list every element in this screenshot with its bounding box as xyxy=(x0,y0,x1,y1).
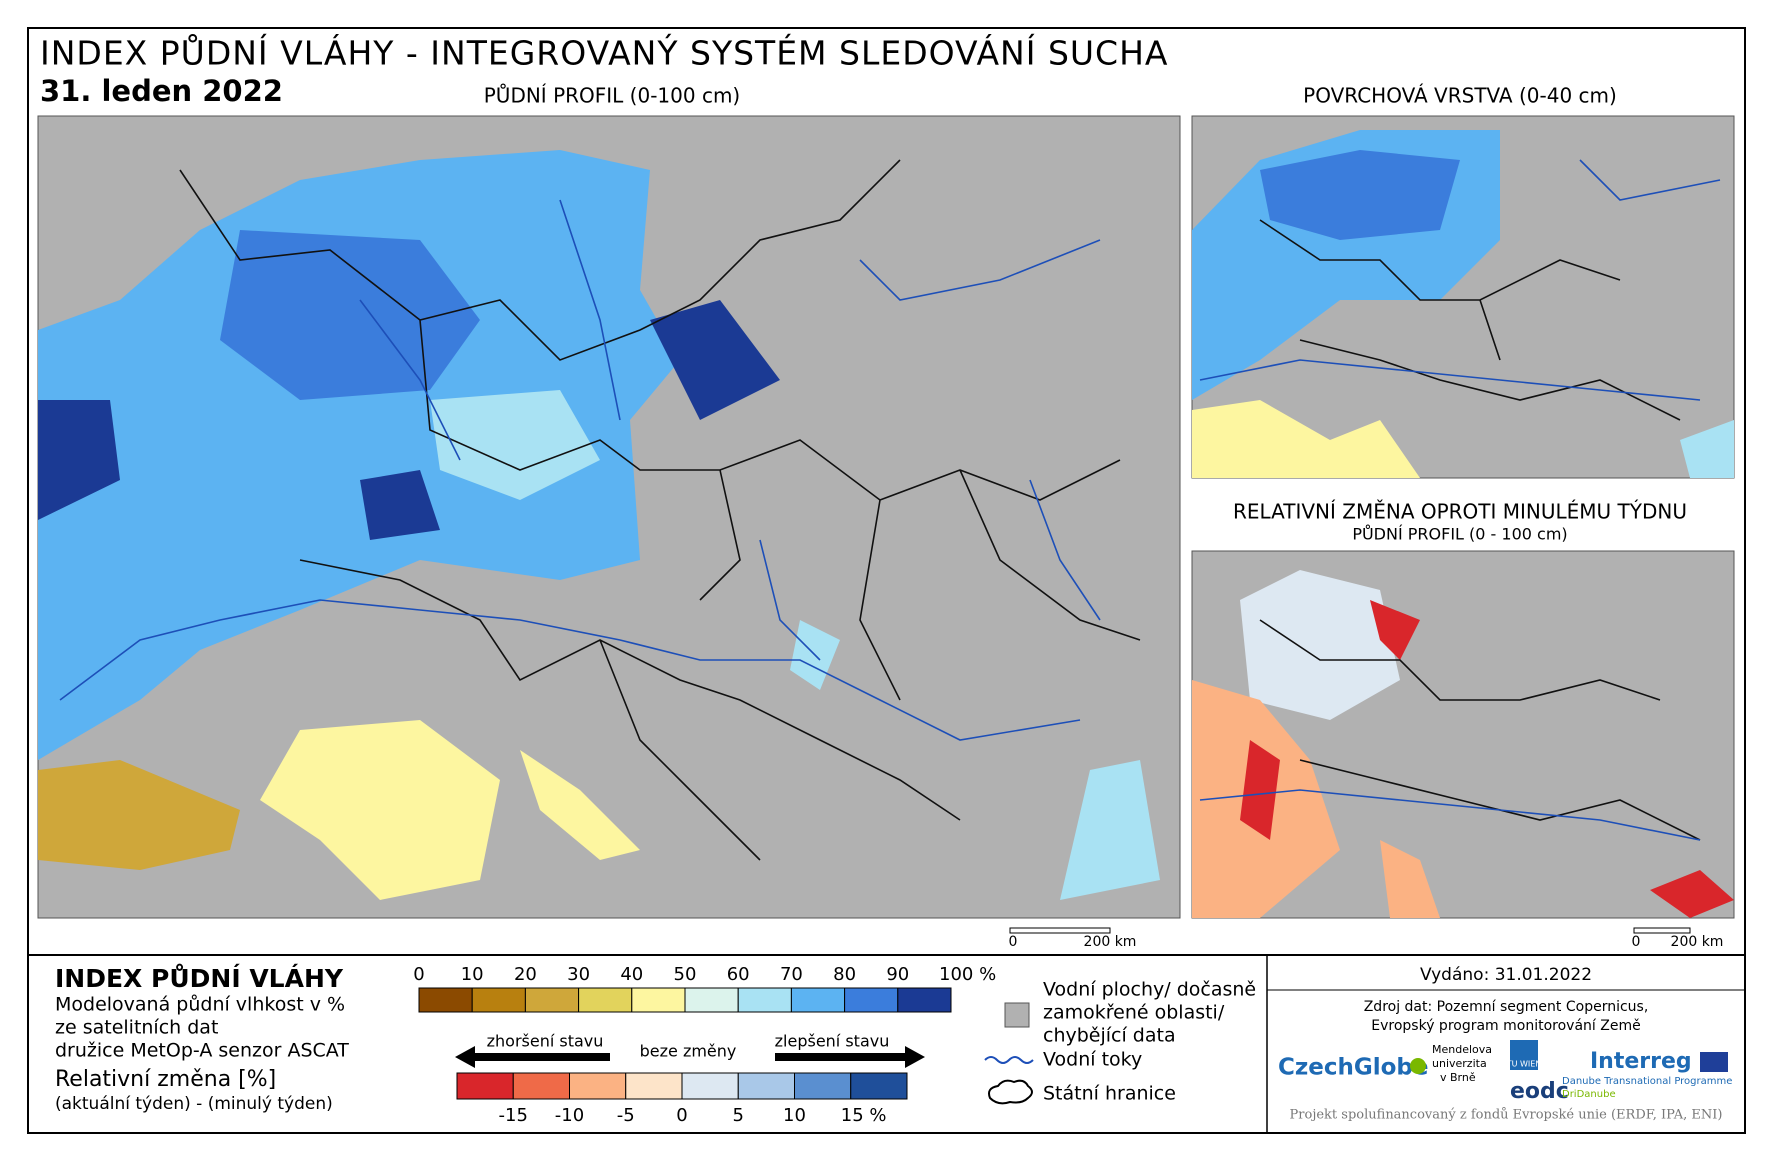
funding: Projekt spolufinancovaný z fondů Evropsk… xyxy=(1290,1107,1723,1123)
colorbar-label: -10 xyxy=(555,1105,584,1126)
colorbar-label: 70 xyxy=(780,964,803,985)
scale-label: 200 km xyxy=(1671,934,1724,950)
colorbar-label: 20 xyxy=(514,964,537,985)
colorbar-label: 40 xyxy=(620,964,643,985)
logo: Danube Transnational Programme xyxy=(1562,1076,1732,1087)
color-box xyxy=(844,987,899,1013)
legend-swatch xyxy=(1004,1002,1030,1028)
scale-label: 0 xyxy=(1632,934,1641,950)
colorbar-label: 100 % xyxy=(939,964,996,985)
color-box xyxy=(684,987,739,1013)
map-subtitle: PŮDNÍ PROFIL (0 - 100 cm) xyxy=(1352,525,1567,544)
color-box xyxy=(456,1072,514,1100)
map-title: RELATIVNÍ ZMĚNA OPROTI MINULÉMU TÝDNU xyxy=(1233,500,1687,524)
river-symbol xyxy=(984,1056,1034,1064)
legend-text: Vodní toky xyxy=(1043,1049,1142,1071)
date: 31. leden 2022 xyxy=(40,74,283,108)
colorbar-label: 10 xyxy=(783,1105,806,1126)
logo: Mendelova xyxy=(1432,1043,1492,1056)
legend-text: Vodní plochy/ dočasně xyxy=(1043,979,1256,1001)
color-box xyxy=(897,987,952,1013)
colorbar-label: 5 xyxy=(733,1105,744,1126)
color-box xyxy=(418,987,473,1013)
logo-box xyxy=(1510,1040,1538,1070)
legend-text: chybějící data xyxy=(1043,1025,1176,1047)
color-box xyxy=(790,987,846,1013)
logo-dot xyxy=(1410,1058,1426,1074)
legend-title: INDEX PŮDNÍ VLÁHY xyxy=(55,963,344,993)
colorbar-label: 60 xyxy=(727,964,750,985)
legend-text: Státní hranice xyxy=(1043,1083,1176,1105)
color-box xyxy=(631,987,686,1013)
colorbar-label: -5 xyxy=(617,1105,635,1126)
colorbar-label: 30 xyxy=(567,964,590,985)
surface-map xyxy=(1191,115,1735,479)
map-title: PŮDNÍ PROFIL (0-100 cm) xyxy=(484,84,740,108)
legend-text: zamokřené oblasti/ xyxy=(1043,1002,1225,1024)
color-box xyxy=(681,1072,739,1100)
legend-text: Relativní změna [%] xyxy=(55,1067,276,1092)
color-box xyxy=(524,987,580,1013)
colorbar-label: 0 xyxy=(413,964,424,985)
main-map xyxy=(37,115,1181,934)
issued: Vydáno: 31.01.2022 xyxy=(1420,965,1592,985)
title: INDEX PŮDNÍ VLÁHY - INTEGROVANÝ SYSTÉM S… xyxy=(40,33,1168,73)
logo: univerzita xyxy=(1432,1057,1487,1070)
color-box xyxy=(625,1072,683,1100)
change-map xyxy=(1191,550,1735,934)
legend-text: (aktuální týden) - (minulý týden) xyxy=(55,1094,333,1114)
color-box xyxy=(471,987,526,1013)
legend-text: zhoršení stavu xyxy=(487,1032,604,1051)
color-box xyxy=(794,1072,852,1100)
colorbar-label: 15 % xyxy=(841,1105,887,1126)
colorbar-label: 10 xyxy=(461,964,484,985)
legend-text: beze změny xyxy=(640,1042,737,1061)
logo: v Brně xyxy=(1440,1071,1476,1084)
logo: DriDanube xyxy=(1562,1089,1616,1100)
color-box xyxy=(737,987,792,1013)
color-box xyxy=(512,1072,570,1100)
color-box xyxy=(578,987,633,1013)
scale-label: 0 xyxy=(1009,934,1018,950)
colorbar-label: 80 xyxy=(833,964,856,985)
border-symbol xyxy=(988,1079,1033,1105)
logo: eodc xyxy=(1510,1079,1569,1104)
arrow-right xyxy=(775,1046,925,1068)
colorbar-label: -15 xyxy=(499,1105,528,1126)
colorbar-label: 90 xyxy=(886,964,909,985)
colorbar-label: 50 xyxy=(674,964,697,985)
colorbar-label: 0 xyxy=(676,1105,687,1126)
legend-text: Modelovaná půdní vlhkost v % xyxy=(55,994,345,1016)
source: Evropský program monitorování Země xyxy=(1371,1018,1640,1034)
scale-label: 200 km xyxy=(1084,934,1137,950)
logo: TU WIEN xyxy=(1506,1060,1542,1069)
legend-text: ze satelitních dat xyxy=(55,1017,218,1039)
logo: Interreg xyxy=(1590,1049,1692,1074)
color-box xyxy=(569,1072,627,1100)
legend-text: zlepšení stavu xyxy=(775,1032,890,1051)
source: Zdroj dat: Pozemní segment Copernicus, xyxy=(1364,999,1649,1015)
map-title: POVRCHOVÁ VRSTVA (0-40 cm) xyxy=(1303,84,1617,108)
color-box xyxy=(850,1072,908,1100)
eu-flag xyxy=(1700,1052,1728,1072)
legend-text: družice MetOp-A senzor ASCAT xyxy=(55,1040,349,1062)
arrow-left xyxy=(455,1046,610,1068)
logo: CzechGlobe xyxy=(1278,1055,1429,1081)
color-box xyxy=(737,1072,795,1100)
